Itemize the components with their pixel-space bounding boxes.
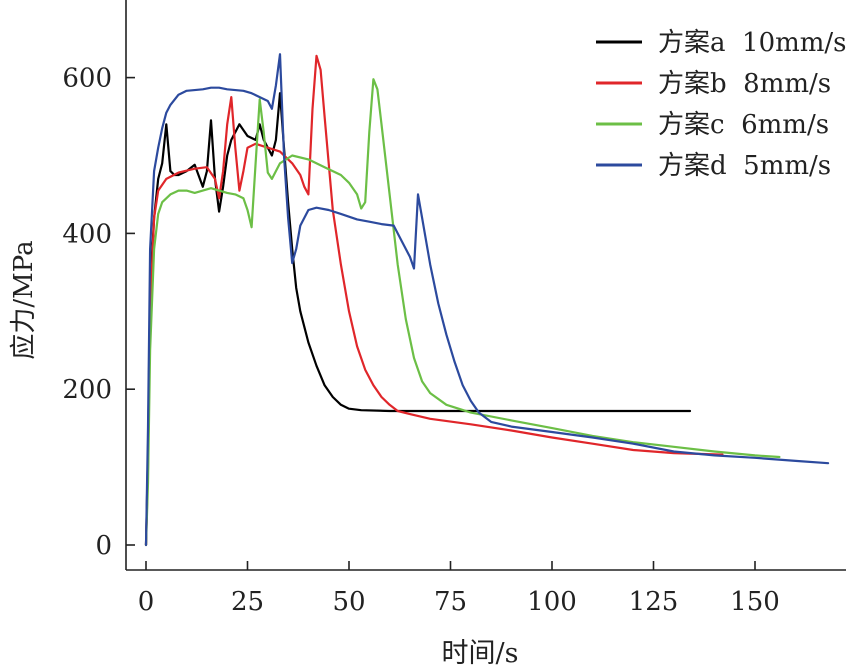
y-axis-label: 应力/MPa [9,240,39,359]
x-axis-label: 时间/s [442,638,519,669]
y-tick-label: 200 [62,375,112,405]
series-line-a [144,92,692,547]
legend-label: 方案d 5mm/s [658,151,831,181]
x-tick-label: 75 [434,587,467,617]
x-tick-label: 125 [629,587,679,617]
series-line-b [144,54,724,547]
series-layer [144,53,830,547]
x-tick-label: 25 [231,587,264,617]
x-tick-label: 100 [527,587,577,617]
y-tick-label: 600 [62,64,112,94]
x-tick-label: 150 [730,587,780,617]
series-line-c [144,78,781,547]
legend: 方案a 10mm/s 方案b 8mm/s 方案c 6mm/s 方案d 5mm/s [596,28,847,181]
y-tick-label: 0 [95,531,112,561]
x-tick-label: 0 [138,587,155,617]
legend-label: 方案a 10mm/s [658,28,847,58]
series-line-d [144,53,830,547]
axes: 0 200 400 600 0 25 50 75 100 125 150 [62,0,846,617]
x-tick-label: 50 [332,587,365,617]
legend-label: 方案b 8mm/s [658,69,831,99]
y-tick-label: 400 [62,219,112,249]
legend-label: 方案c 6mm/s [658,110,829,140]
